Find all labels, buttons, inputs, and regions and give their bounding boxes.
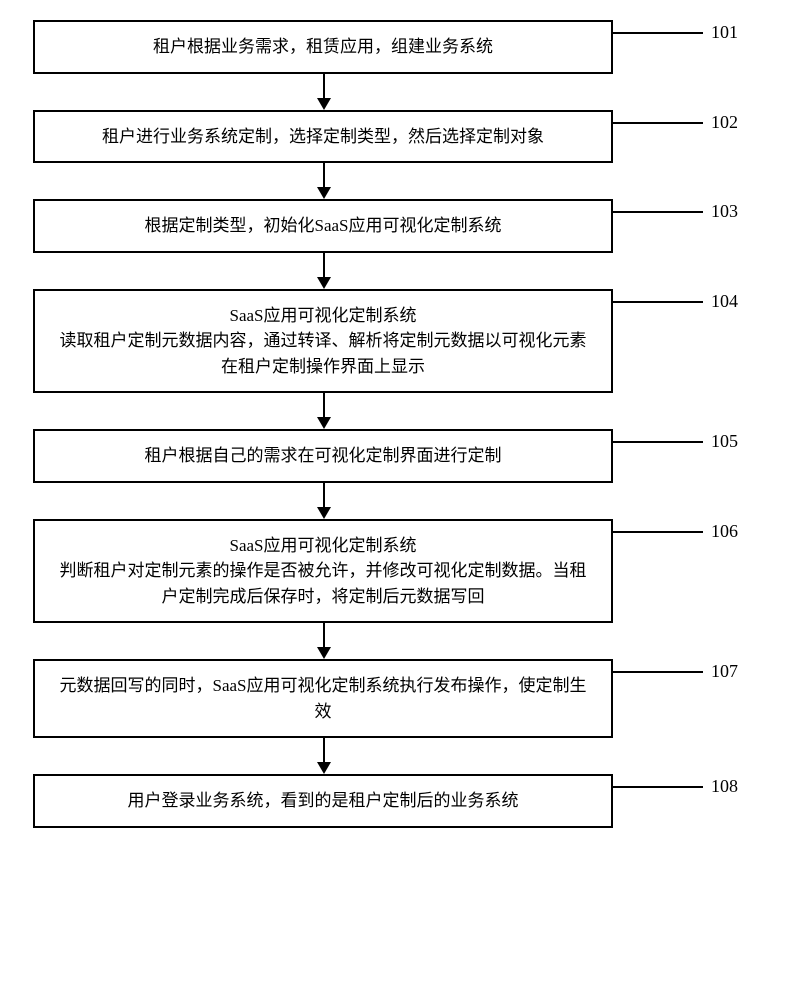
flow-step-text: SaaS应用可视化定制系统 xyxy=(53,533,593,559)
leader-line xyxy=(613,786,703,788)
flow-step-row: 租户根据自己的需求在可视化定制界面进行定制 105 xyxy=(33,429,753,483)
leader-line xyxy=(613,211,703,213)
flow-step-box: 用户登录业务系统，看到的是租户定制后的业务系统 xyxy=(33,774,613,828)
flow-arrow xyxy=(33,483,613,519)
flow-arrow xyxy=(33,738,613,774)
flow-step-text: 判断租户对定制元素的操作是否被允许，并修改可视化定制数据。当租户定制完成后保存时… xyxy=(53,558,593,609)
flow-arrow xyxy=(33,253,613,289)
flow-step-id: 104 xyxy=(711,291,738,312)
flow-step-text: 租户根据业务需求，租赁应用，组建业务系统 xyxy=(53,34,593,60)
flow-step-row: 用户登录业务系统，看到的是租户定制后的业务系统 108 xyxy=(33,774,753,828)
arrow-head-icon xyxy=(317,417,331,429)
flow-arrow xyxy=(33,623,613,659)
leader-line xyxy=(613,671,703,673)
flow-step-id: 108 xyxy=(711,776,738,797)
arrow-head-icon xyxy=(317,647,331,659)
flow-arrow xyxy=(33,74,613,110)
flow-step-box: SaaS应用可视化定制系统读取租户定制元数据内容，通过转译、解析将定制元数据以可… xyxy=(33,289,613,394)
flow-step-box: SaaS应用可视化定制系统判断租户对定制元素的操作是否被允许，并修改可视化定制数… xyxy=(33,519,613,624)
arrow-head-icon xyxy=(317,507,331,519)
flow-step-text: SaaS应用可视化定制系统 xyxy=(53,303,593,329)
flow-step-box: 租户根据自己的需求在可视化定制界面进行定制 xyxy=(33,429,613,483)
flow-step-id: 102 xyxy=(711,112,738,133)
arrow-head-icon xyxy=(317,277,331,289)
leader-line xyxy=(613,301,703,303)
flow-step-id: 106 xyxy=(711,521,738,542)
flow-step-box: 租户进行业务系统定制，选择定制类型，然后选择定制对象 xyxy=(33,110,613,164)
leader-line xyxy=(613,531,703,533)
flow-step-text: 租户根据自己的需求在可视化定制界面进行定制 xyxy=(53,443,593,469)
arrow-head-icon xyxy=(317,98,331,110)
flow-step-box: 根据定制类型，初始化SaaS应用可视化定制系统 xyxy=(33,199,613,253)
flow-step-id: 105 xyxy=(711,431,738,452)
flow-step-row: SaaS应用可视化定制系统读取租户定制元数据内容，通过转译、解析将定制元数据以可… xyxy=(33,289,753,394)
flow-arrow xyxy=(33,163,613,199)
flow-step-id: 101 xyxy=(711,22,738,43)
flow-step-id: 107 xyxy=(711,661,738,682)
flow-step-row: 根据定制类型，初始化SaaS应用可视化定制系统 103 xyxy=(33,199,753,253)
flow-step-text: 用户登录业务系统，看到的是租户定制后的业务系统 xyxy=(53,788,593,814)
flow-step-text: 租户进行业务系统定制，选择定制类型，然后选择定制对象 xyxy=(53,124,593,150)
flow-step-row: 元数据回写的同时，SaaS应用可视化定制系统执行发布操作，使定制生效 107 xyxy=(33,659,753,738)
flow-step-row: SaaS应用可视化定制系统判断租户对定制元素的操作是否被允许，并修改可视化定制数… xyxy=(33,519,753,624)
arrow-head-icon xyxy=(317,187,331,199)
flow-step-row: 租户进行业务系统定制，选择定制类型，然后选择定制对象 102 xyxy=(33,110,753,164)
leader-line xyxy=(613,32,703,34)
flow-arrow xyxy=(33,393,613,429)
leader-line xyxy=(613,122,703,124)
flowchart-container: 租户根据业务需求，租赁应用，组建业务系统 101 租户进行业务系统定制，选择定制类型… xyxy=(33,20,753,828)
flow-step-text: 根据定制类型，初始化SaaS应用可视化定制系统 xyxy=(53,213,593,239)
leader-line xyxy=(613,441,703,443)
flow-step-box: 元数据回写的同时，SaaS应用可视化定制系统执行发布操作，使定制生效 xyxy=(33,659,613,738)
flow-step-id: 103 xyxy=(711,201,738,222)
flow-step-text: 读取租户定制元数据内容，通过转译、解析将定制元数据以可视化元素在租户定制操作界面… xyxy=(53,328,593,379)
flow-step-text: 元数据回写的同时，SaaS应用可视化定制系统执行发布操作，使定制生效 xyxy=(53,673,593,724)
arrow-head-icon xyxy=(317,762,331,774)
flow-step-row: 租户根据业务需求，租赁应用，组建业务系统 101 xyxy=(33,20,753,74)
flow-step-box: 租户根据业务需求，租赁应用，组建业务系统 xyxy=(33,20,613,74)
